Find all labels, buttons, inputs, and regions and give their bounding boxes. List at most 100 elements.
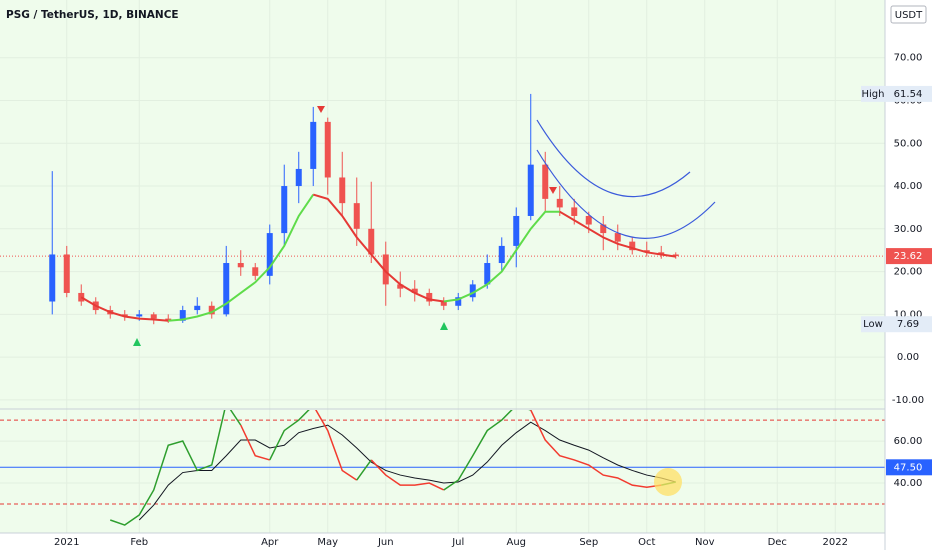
buy-signal — [440, 322, 448, 330]
candle-body — [426, 292, 433, 302]
x-tick-label: Aug — [506, 537, 526, 548]
currency-box[interactable] — [890, 5, 927, 24]
moving-average — [559, 210, 676, 258]
extreme-value: 7.69 — [897, 319, 919, 330]
candle-body — [194, 305, 201, 311]
x-tick-label: Dec — [768, 537, 787, 548]
candle-body — [310, 121, 317, 169]
channel-lower — [536, 149, 716, 239]
candle-body — [527, 164, 534, 216]
candle-body — [150, 314, 157, 319]
plot-background — [0, 0, 885, 533]
candle-body — [223, 263, 230, 315]
candle-body — [49, 254, 56, 302]
moving-average — [312, 193, 444, 303]
candle-body — [237, 263, 244, 268]
x-tick-label: Apr — [261, 537, 279, 548]
extreme-box — [861, 85, 932, 102]
y-tick-label: 10.00 — [894, 309, 923, 320]
candle-body — [165, 318, 172, 321]
candle-body — [63, 254, 70, 293]
moving-average — [168, 194, 315, 322]
candle-body — [266, 233, 273, 276]
x-tick-label: Oct — [638, 537, 655, 548]
oscillator-line — [110, 410, 242, 526]
y-tick-label: 70.00 — [894, 53, 923, 64]
x-tick-label: May — [317, 537, 338, 548]
time-axis-background — [0, 533, 885, 550]
candle-body — [556, 198, 563, 208]
candle-body — [614, 233, 621, 242]
x-tick-label: 2021 — [54, 537, 79, 548]
x-tick-label: Sep — [579, 537, 598, 548]
candle-body — [600, 224, 607, 234]
x-tick-label: Jul — [451, 537, 464, 548]
oscillator-line — [530, 410, 662, 488]
candle-body — [484, 263, 491, 285]
candle-body — [252, 267, 259, 276]
extreme-value: 61.54 — [894, 89, 923, 100]
candle-body — [658, 252, 665, 255]
candle-body — [339, 177, 346, 204]
overlay: 70.00 60.00 50.00 40.00 30.00 20.00 10.00 0.00 -… — [54, 53, 932, 548]
signal-line — [138, 421, 676, 521]
x-tick-label: Jun — [377, 537, 394, 548]
oscillator-line — [269, 410, 310, 461]
candle-body — [368, 228, 375, 255]
extreme-name: Low — [863, 319, 883, 330]
y-tick-label: 60.00 — [894, 436, 923, 447]
grid — [0, 0, 885, 533]
sell-signal — [549, 187, 557, 194]
sell-signal — [317, 106, 325, 113]
candle-body — [382, 254, 389, 285]
highlight — [654, 468, 682, 496]
buy-signal — [133, 338, 141, 346]
candle-body — [469, 284, 476, 298]
candle-body — [324, 121, 331, 178]
moving-average — [443, 210, 560, 303]
x-tick-label: 2022 — [823, 537, 848, 548]
candle-body — [672, 254, 679, 257]
candle-body — [179, 310, 186, 321]
candle-body — [542, 164, 549, 199]
last-price-label: 23.62 — [894, 251, 923, 262]
oscillator-line — [370, 459, 445, 491]
channel-upper — [536, 119, 691, 198]
candle-body — [121, 314, 128, 317]
oscillator-line — [356, 459, 372, 481]
y-tick-label: 30.00 — [894, 224, 923, 235]
marks — [49, 93, 679, 526]
currency: USDT — [895, 10, 923, 21]
candle-body — [585, 215, 592, 225]
candle-body — [571, 207, 578, 216]
oscillator-line — [240, 424, 270, 461]
candle-body — [513, 215, 520, 246]
moving-average — [80, 296, 169, 322]
oscillator-line — [443, 410, 531, 491]
candle-body — [295, 168, 302, 187]
candle-body — [643, 250, 650, 253]
y-tick-label: 40.00 — [894, 478, 923, 489]
y-tick-label: 40.00 — [894, 181, 923, 192]
last-price-box — [886, 248, 932, 265]
candle-body — [208, 305, 215, 315]
candle-body — [498, 245, 505, 264]
candle-body — [397, 284, 404, 289]
y-tick-label: 0.00 — [897, 352, 919, 363]
y-tick-label: 50.00 — [894, 138, 923, 149]
x-tick-label: Nov — [695, 537, 715, 548]
candle-body — [281, 186, 288, 234]
chart-title: PSG / TetherUS, 1D, BINANCE — [6, 9, 179, 21]
x-tick-label: Feb — [130, 537, 148, 548]
oscillator-line — [315, 410, 358, 481]
extreme-box — [861, 316, 932, 333]
candle-body — [455, 297, 462, 306]
extreme-name: High — [862, 89, 885, 100]
candle-body — [136, 314, 143, 317]
level-label: 47.50 — [894, 462, 923, 473]
y-tick-label: -10.00 — [892, 395, 924, 406]
y-tick-label: 20.00 — [894, 267, 923, 278]
level-label-box — [886, 459, 932, 476]
candle-body — [411, 288, 418, 293]
